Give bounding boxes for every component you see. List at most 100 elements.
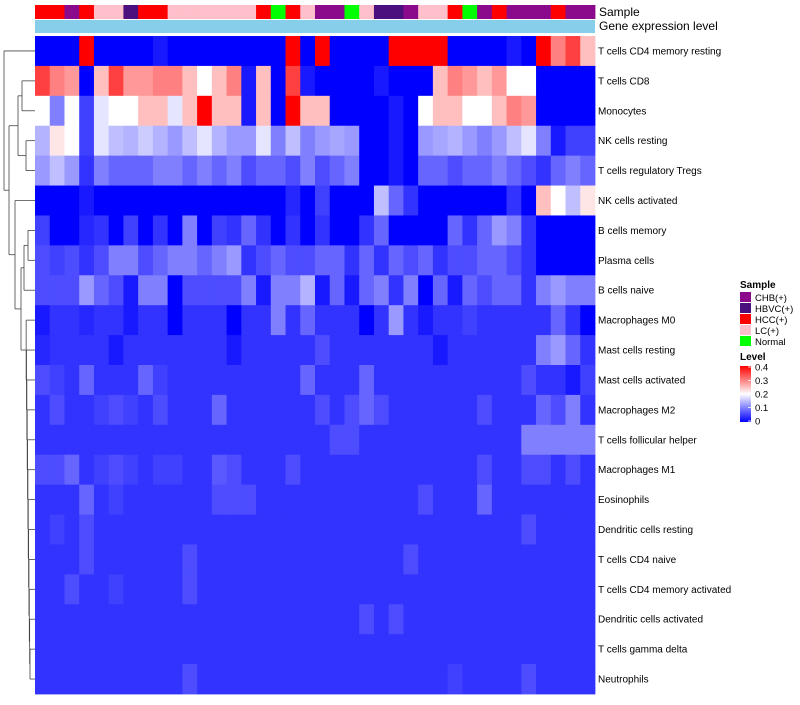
heatmap-cell xyxy=(123,664,139,695)
heatmap-cell xyxy=(580,514,596,545)
heatmap-cell xyxy=(182,335,198,366)
heatmap-cell xyxy=(241,514,257,545)
heatmap-cell xyxy=(138,125,154,157)
heatmap-cell xyxy=(108,664,124,695)
sample-annotation-cell xyxy=(447,5,463,19)
heatmap-cell xyxy=(300,215,316,246)
heatmap-cell xyxy=(35,36,51,67)
heatmap-cell xyxy=(64,275,80,306)
heatmap-cell xyxy=(256,335,272,366)
heatmap-cell xyxy=(477,335,493,366)
heatmap-cell xyxy=(93,634,110,665)
row-label: Dendritic cells activated xyxy=(598,615,703,626)
heatmap-cell xyxy=(550,604,566,635)
heatmap-cell xyxy=(447,245,463,276)
heatmap-cell xyxy=(373,484,390,515)
heatmap-cell xyxy=(403,484,419,515)
heatmap-cell xyxy=(418,125,434,157)
heatmap-cell xyxy=(432,185,449,216)
heatmap-cell xyxy=(432,634,449,665)
heatmap-cell xyxy=(521,155,537,186)
heatmap-cell xyxy=(418,275,434,306)
heatmap-cell xyxy=(388,544,404,575)
heatmap-cell xyxy=(403,574,419,605)
heatmap-cell xyxy=(123,125,139,157)
heatmap-cell xyxy=(506,484,522,515)
heatmap-cell xyxy=(550,215,566,246)
heatmap-cell xyxy=(256,125,272,157)
heatmap-cell xyxy=(300,454,316,486)
heatmap-cell xyxy=(256,484,272,515)
heatmap-cell xyxy=(491,514,507,545)
heatmap-cell xyxy=(35,305,51,336)
heatmap-cell xyxy=(373,514,390,545)
heatmap-cell xyxy=(373,544,390,575)
heatmap-cell xyxy=(491,125,507,157)
heatmap-cell xyxy=(432,454,449,486)
row-label: NK cells resting xyxy=(598,136,667,147)
heatmap-cell xyxy=(418,155,434,186)
heatmap-cell xyxy=(197,634,213,665)
heatmap-cell xyxy=(329,514,345,545)
heatmap-cell xyxy=(270,275,286,306)
heatmap-cell xyxy=(432,544,449,575)
heatmap-cell xyxy=(521,484,537,515)
heatmap-cell xyxy=(241,634,257,665)
heatmap-cell xyxy=(565,36,581,67)
heatmap-cell xyxy=(565,125,581,157)
heatmap-cell xyxy=(359,634,375,665)
heatmap-cell xyxy=(300,514,316,545)
heatmap-cell xyxy=(580,36,596,67)
heatmap-cell xyxy=(123,305,139,336)
heatmap-cell xyxy=(49,514,65,545)
heatmap-cell xyxy=(167,454,183,486)
sample-annotation-cell xyxy=(123,5,139,19)
heatmap-cell xyxy=(35,634,51,665)
heatmap-cell xyxy=(536,215,552,246)
heatmap-cell xyxy=(167,245,183,276)
heatmap-cell xyxy=(565,155,581,186)
heatmap-cell xyxy=(536,394,552,426)
heatmap-cell xyxy=(300,275,316,306)
heatmap-cell xyxy=(182,215,198,246)
heatmap-row-macrophages-m0 xyxy=(35,305,596,336)
heatmap-cell xyxy=(152,424,169,456)
heatmap-cell xyxy=(79,664,95,695)
heatmap-cell xyxy=(388,155,404,186)
heatmap-cell xyxy=(226,215,242,246)
heatmap-cell xyxy=(226,36,242,67)
heatmap-cell xyxy=(211,484,227,515)
legend-label: Normal xyxy=(755,337,786,348)
heatmap-row-t-cells-regulatory-tregs xyxy=(35,155,596,186)
heatmap-cell xyxy=(93,394,110,426)
heatmap-cell xyxy=(138,454,154,486)
heatmap-cell xyxy=(79,215,95,246)
heatmap-cell xyxy=(477,275,493,306)
heatmap-cell xyxy=(108,544,124,575)
heatmap-cell xyxy=(285,125,301,157)
heatmap-row-nk-cells-resting xyxy=(35,125,596,157)
heatmap-cell xyxy=(226,155,242,186)
heatmap-cell xyxy=(197,604,213,635)
heatmap-cell xyxy=(491,664,507,695)
heatmap-cell xyxy=(447,544,463,575)
heatmap-cell xyxy=(521,65,537,97)
heatmap-cell xyxy=(462,424,478,456)
heatmap-cell xyxy=(506,514,522,545)
heatmap-cell xyxy=(359,155,375,186)
heatmap-cell xyxy=(329,245,345,276)
heatmap-cell xyxy=(256,65,272,97)
heatmap-cell xyxy=(152,604,169,635)
heatmap-cell xyxy=(403,365,419,396)
heatmap-cell xyxy=(565,275,581,306)
heatmap-cell xyxy=(388,454,404,486)
heatmap-row-macrophages-m1 xyxy=(35,454,596,486)
heatmap-row-t-cells-cd8 xyxy=(35,65,596,97)
heatmap-cell xyxy=(123,454,139,486)
heatmap-row-t-cells-cd4-memory-activated xyxy=(35,574,596,605)
heatmap-cell xyxy=(447,185,463,216)
heatmap-cell xyxy=(285,36,301,67)
heatmap-cell xyxy=(197,574,213,605)
heatmap-cell xyxy=(315,125,331,157)
heatmap-cell xyxy=(79,454,95,486)
